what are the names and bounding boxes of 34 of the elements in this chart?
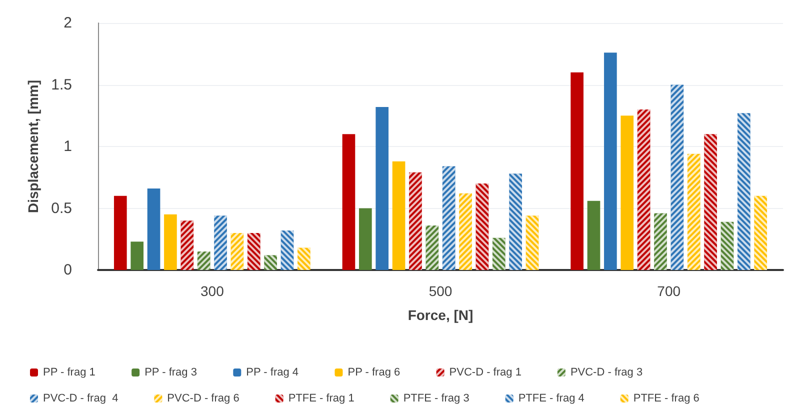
bar (164, 214, 177, 270)
bar (147, 188, 160, 270)
x-axis-title: Force, [N] (408, 307, 474, 323)
bar (570, 72, 584, 270)
bar (604, 52, 617, 270)
x-tick-label: 700 (657, 283, 681, 299)
legend-label: PTFE - frag 6 (633, 392, 700, 404)
legend-label: PP - frag 4 (246, 366, 299, 378)
bar (342, 134, 356, 270)
y-tick-label: 1 (64, 138, 72, 155)
x-tick-label: 300 (200, 283, 224, 299)
legend-label: PVC-D - frag 6 (167, 392, 240, 404)
bar (130, 242, 144, 270)
legend-label: PVC-D - frag 4 (43, 392, 118, 404)
legend-label: PTFE - frag 1 (288, 392, 354, 404)
y-axis-title: Displacement, [mm] (25, 80, 42, 214)
legend-label: PP - frag 1 (43, 366, 96, 378)
legend-label: PVC-D - frag 3 (570, 366, 643, 378)
bar (392, 161, 406, 270)
x-tick-label: 500 (428, 283, 452, 299)
y-tick-label: 0 (64, 262, 72, 278)
bar (587, 200, 600, 270)
bar (359, 208, 372, 270)
bar (620, 116, 634, 270)
legend-label: PP - frag 3 (144, 366, 197, 378)
y-tick-label: 2 (64, 14, 72, 32)
bar (114, 196, 127, 270)
bar (376, 106, 389, 270)
legend-label: PVC-D - frag 1 (449, 366, 522, 378)
legend-label: PTFE - frag 3 (403, 392, 470, 404)
y-tick-label: 1.5 (51, 76, 72, 94)
legend-label: PP - frag 6 (348, 366, 400, 378)
legend-label: PTFE - frag 4 (518, 392, 584, 404)
y-tick-label: 0.5 (51, 200, 72, 217)
